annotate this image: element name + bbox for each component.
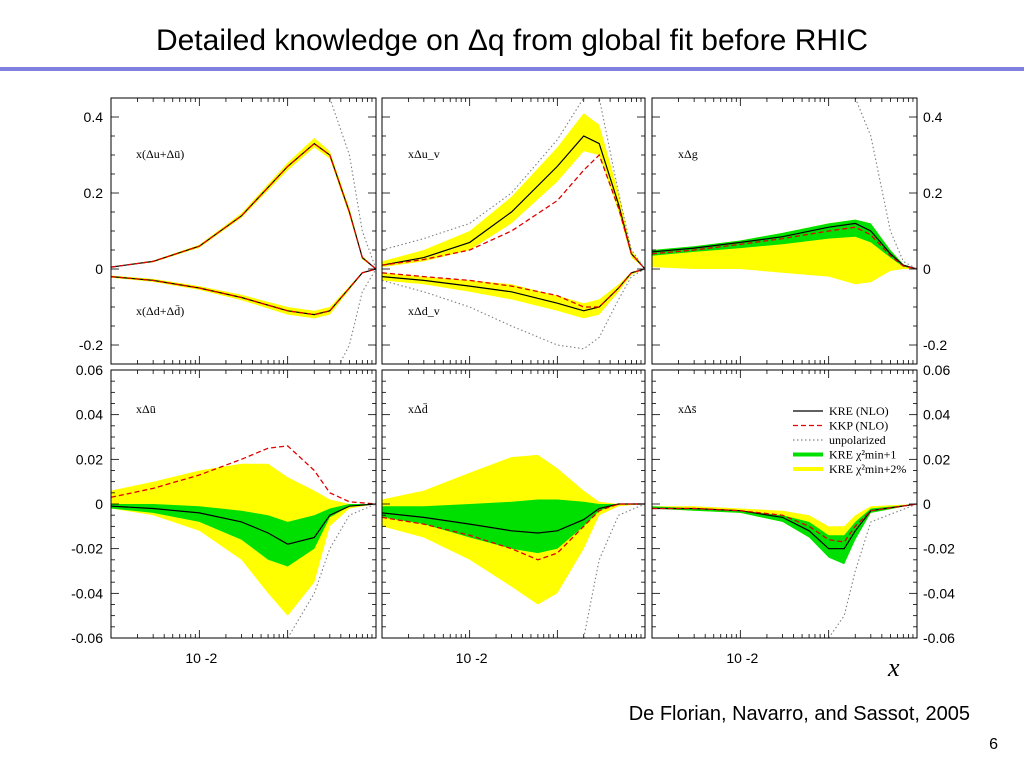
chart-panel-bottom-middle: 10 -2 xΔd̄ — [381, 369, 646, 666]
y-tick-label: 0 — [923, 496, 931, 512]
legend-label: KRE χ²min+2% — [829, 462, 906, 476]
legend-label: KRE χ²min+1 — [829, 448, 896, 462]
y-tick-label: 0.06 — [923, 362, 950, 378]
series-line-unpolarized — [828, 503, 917, 638]
series-line-kkp — [652, 503, 917, 543]
chart-panel-bottom-left: 0.06 0.04 0.02 0 -0.02 -0.04 -0.06 10 -2 xΔū — [71, 362, 377, 666]
series-line-kkp — [382, 268, 645, 308]
band-chi2-plus1 — [652, 504, 917, 565]
y-tick-label: -0.06 — [71, 630, 103, 646]
chart-panel-bottom-right: 0.06 0.04 0.02 0 -0.02 -0.04 -0.06 10 -2 xΔs̄ — [651, 362, 955, 666]
series-line-kre — [111, 142, 376, 270]
y-tick-label: -0.02 — [923, 541, 955, 557]
legend-label: unpolarized — [829, 433, 886, 447]
plot-area — [382, 98, 645, 350]
band-chi2-plus2pct — [382, 113, 645, 269]
curve-label: x(Δu+Δū) — [136, 147, 184, 161]
curve-label: xΔd_v — [408, 304, 440, 318]
plot-area — [382, 454, 645, 638]
title-rule — [0, 67, 1024, 71]
series-line-unpolarized — [382, 268, 645, 350]
y-tick-label: 0.02 — [76, 451, 103, 467]
y-tick-label: 0.4 — [84, 109, 104, 125]
y-tick-label: 0 — [95, 496, 103, 512]
curve-label: xΔu_v — [408, 147, 440, 161]
y-tick-label: 0.04 — [76, 407, 103, 423]
panel-frame — [381, 97, 646, 365]
y-tick-label: 0.02 — [923, 451, 950, 467]
band-chi2-plus2pct — [382, 269, 645, 319]
legend-label: KRE (NLO) — [829, 404, 889, 418]
series-line-kkp — [652, 226, 917, 270]
curve-label: xΔs̄ — [678, 402, 697, 416]
curve-label: xΔū — [136, 402, 156, 416]
curve-label: xΔg — [678, 147, 698, 161]
y-tick-label: 0.04 — [923, 407, 950, 423]
y-tick-label: -0.06 — [923, 630, 955, 646]
y-tick-label: -0.2 — [923, 337, 947, 353]
series-line-unpolarized — [854, 98, 917, 270]
band-chi2-plus1 — [382, 499, 645, 554]
series-line-kre — [111, 503, 376, 545]
series-line-unpolarized — [338, 268, 376, 364]
figure: 0.4 0.2 0 -0.2 x(Δu+Δū) x(Δd+Δd̄) xΔu_v xΔd_v 0.… — [71, 97, 955, 680]
x-tick-label: 10 -2 — [456, 650, 488, 666]
y-tick-label: -0.04 — [71, 585, 103, 601]
chart-panel-top-right: 0.4 0.2 0 -0.2 xΔg — [651, 97, 947, 365]
series-line-kkp — [111, 142, 376, 270]
y-tick-label: 0.2 — [84, 185, 104, 201]
plot-area — [111, 98, 376, 364]
x-axis-symbol: x — [887, 653, 900, 680]
x-tick-label: 10 -2 — [185, 650, 217, 666]
panel-frame — [651, 97, 918, 365]
series-line-kkp — [111, 268, 376, 316]
y-tick-label: 0.4 — [923, 109, 943, 125]
series-line-kkp — [111, 445, 376, 505]
y-tick-label: -0.02 — [71, 541, 103, 557]
plot-area — [652, 503, 917, 638]
plot-area — [111, 445, 376, 638]
series-line-kkp — [382, 503, 645, 561]
plot-area — [652, 98, 917, 285]
band-chi2-plus2pct — [652, 504, 917, 560]
y-tick-label: -0.04 — [923, 585, 955, 601]
curve-label: x(Δd+Δd̄) — [136, 304, 184, 318]
y-tick-label: 0 — [95, 261, 103, 277]
credit-text: De Florian, Navarro, and Sassot, 2005 — [628, 703, 970, 725]
slide-title: Detailed knowledge on Δq from global fit… — [155, 24, 869, 57]
y-tick-label: 0.06 — [76, 362, 103, 378]
y-tick-label: -0.2 — [79, 337, 103, 353]
page-number: 6 — [989, 736, 998, 753]
series-line-unpolarized — [583, 503, 645, 638]
series-line-unpolarized — [382, 98, 645, 270]
curve-label: xΔd̄ — [408, 402, 428, 416]
band-chi2-plus1 — [111, 504, 376, 567]
band-chi2-plus1 — [652, 219, 917, 269]
x-tick-label: 10 -2 — [726, 650, 758, 666]
legend-label: KKP (NLO) — [829, 419, 888, 433]
series-line-kre — [382, 503, 645, 534]
series-line-kkp — [382, 153, 645, 270]
series-line-kre — [652, 222, 917, 270]
y-tick-label: 0 — [923, 261, 931, 277]
chart-panel-top-left: 0.4 0.2 0 -0.2 x(Δu+Δū) x(Δd+Δd̄) — [79, 97, 377, 365]
series-line-unpolarized — [329, 98, 376, 270]
chart-panel-top-middle: xΔu_v xΔd_v — [381, 97, 646, 365]
y-tick-label: 0.2 — [923, 185, 943, 201]
panel-frame — [110, 97, 377, 365]
